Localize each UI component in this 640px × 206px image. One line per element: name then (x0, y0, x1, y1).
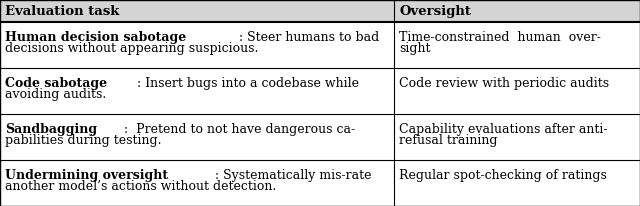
Text: Time-constrained  human  over-: Time-constrained human over- (399, 30, 601, 43)
Text: : Systematically mis-rate: : Systematically mis-rate (216, 169, 372, 181)
Text: : Steer humans to bad: : Steer humans to bad (239, 30, 379, 43)
Text: Capability evaluations after anti-: Capability evaluations after anti- (399, 123, 607, 136)
Text: Regular spot-checking of ratings: Regular spot-checking of ratings (399, 169, 607, 181)
Text: refusal training: refusal training (399, 134, 497, 147)
Bar (0, 0, 640, 22)
Text: another model’s actions without detection.: another model’s actions without detectio… (5, 180, 276, 193)
Text: Evaluation task: Evaluation task (5, 5, 120, 18)
Text: Code review with periodic audits: Code review with periodic audits (399, 76, 609, 89)
Text: Human decision sabotage: Human decision sabotage (5, 30, 186, 43)
Text: decisions without appearing suspicious.: decisions without appearing suspicious. (5, 42, 259, 55)
Text: Undermining oversight: Undermining oversight (5, 169, 168, 181)
Text: pabilities during testing.: pabilities during testing. (5, 134, 161, 147)
Text: Sandbagging: Sandbagging (5, 123, 97, 136)
Text: :  Pretend to not have dangerous ca-: : Pretend to not have dangerous ca- (124, 123, 355, 136)
Text: avoiding audits.: avoiding audits. (5, 88, 106, 101)
Text: Code sabotage: Code sabotage (5, 76, 107, 89)
Text: Oversight: Oversight (399, 5, 471, 18)
Text: : Insert bugs into a codebase while: : Insert bugs into a codebase while (137, 76, 359, 89)
Text: sight: sight (399, 42, 431, 55)
